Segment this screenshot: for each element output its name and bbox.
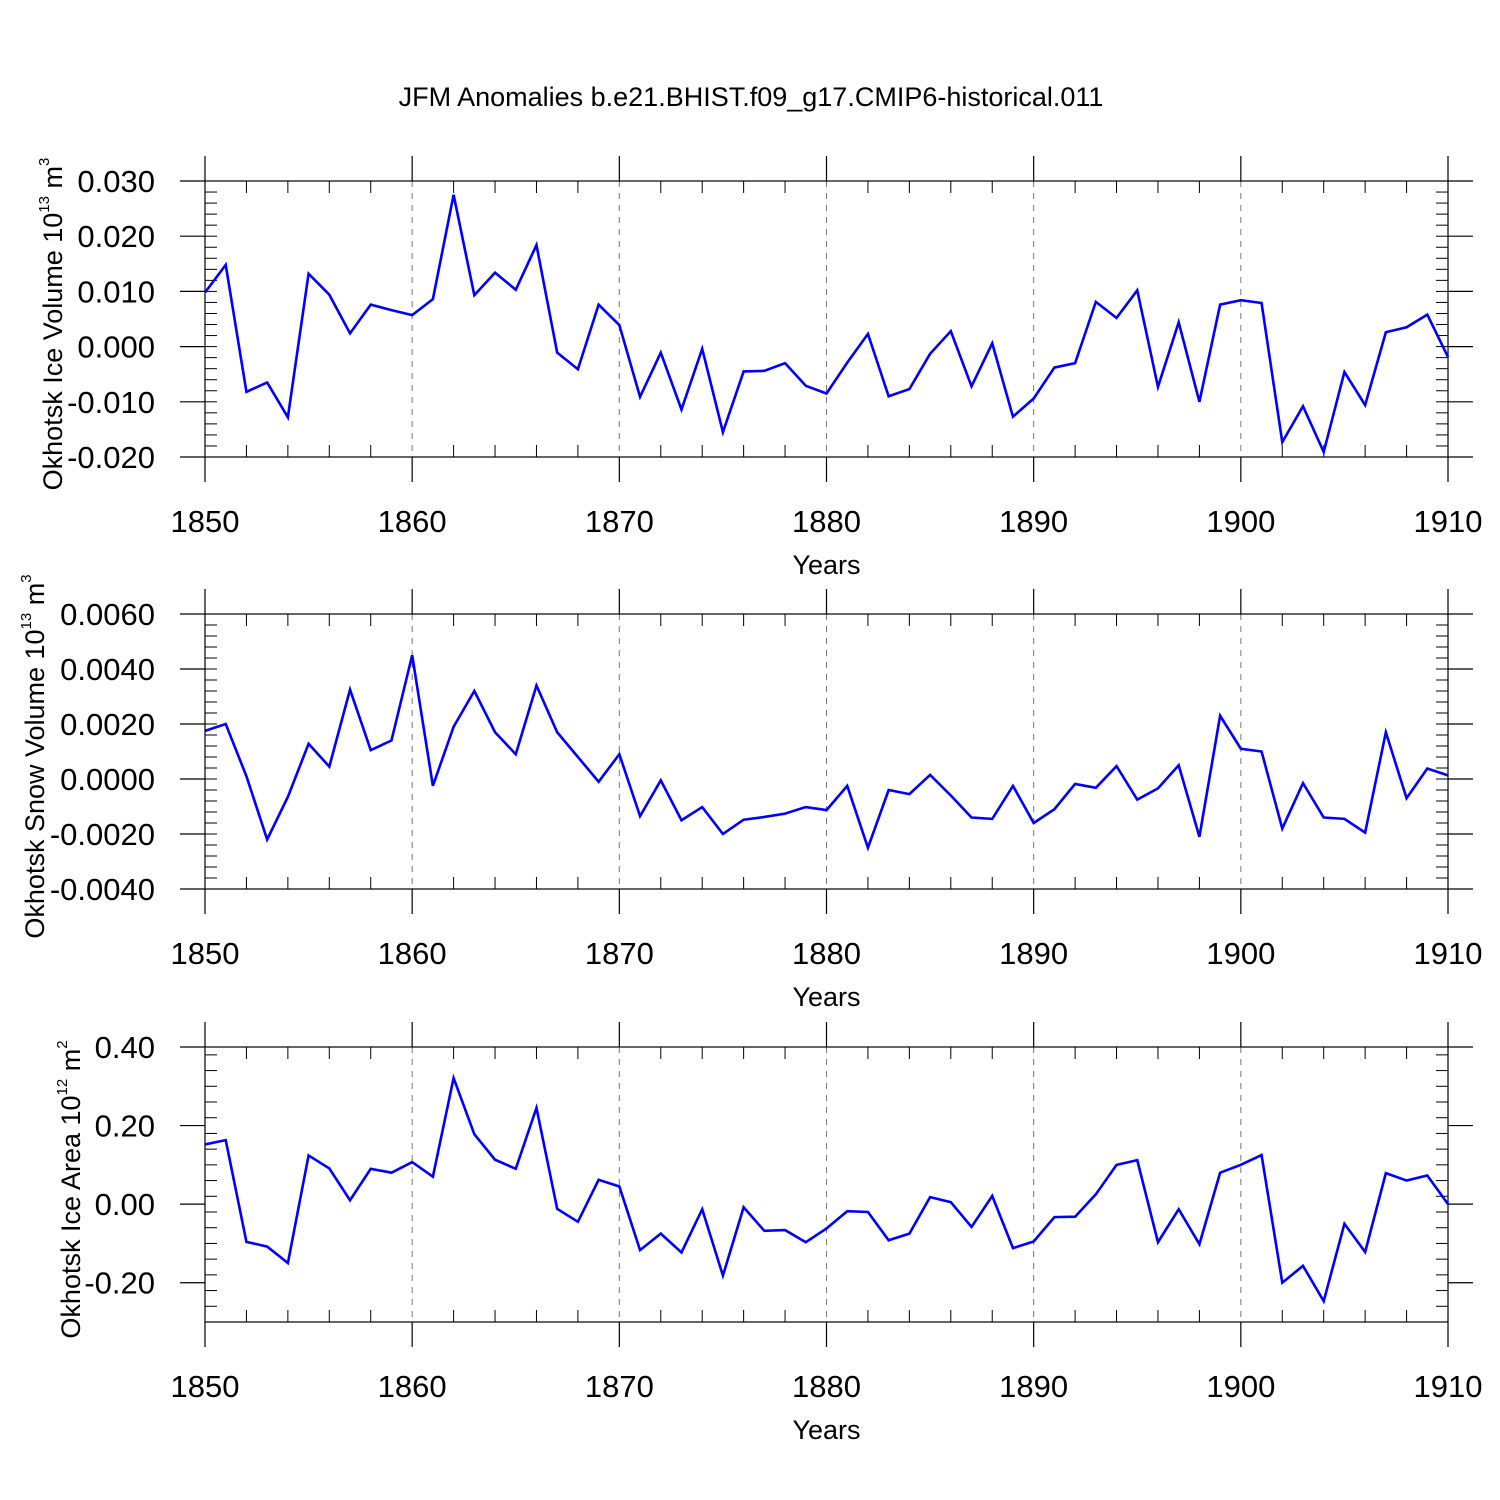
y-tick-label: -0.010 [67,385,155,420]
y-tick-label: -0.020 [67,440,155,475]
y-tick-label: -0.0020 [50,817,155,852]
y-tick-label: 0.20 [95,1109,155,1144]
x-tick-label: 1880 [792,1369,861,1404]
x-tick-label: 1880 [792,504,861,539]
figure-title: JFM Anomalies b.e21.BHIST.f09_g17.CMIP6-… [399,82,1104,112]
y-tick-label: -0.20 [84,1266,155,1301]
x-tick-label: 1860 [378,1369,447,1404]
y-axis-title: Okhotsk Ice Volume 1013 m3 [36,158,68,491]
panel-2: -0.0040 -0.0020 0.0000 0.0020 0.0040 0.0060 18… [18,574,1482,1012]
x-tick-label: 1860 [378,936,447,971]
x-tick-label: 1870 [585,1369,654,1404]
y-tick-label: -0.0040 [50,872,155,907]
x-tick-label: 1910 [1414,1369,1483,1404]
y-axis-title: Okhotsk Ice Area 1012 m2 [54,1040,86,1338]
x-axis-title: Years [792,1415,860,1445]
x-tick-label: 1890 [999,504,1068,539]
y-axis-title: Okhotsk Snow Volume 1013 m3 [18,574,50,938]
y-tick-label: 0.000 [77,330,155,365]
x-axis-title: Years [792,550,860,580]
x-tick-label: 1850 [171,504,240,539]
y-tick-label: 0.020 [77,219,155,254]
y-tick-label: 0.0060 [60,597,155,632]
y-tick-label: 0.40 [95,1030,155,1065]
series-line [204,1073,1450,1305]
y-tick-label: 0.0020 [60,707,155,742]
x-tick-label: 1870 [585,936,654,971]
x-tick-label: 1850 [171,936,240,971]
y-tick-label: 0.0000 [60,762,155,797]
x-tick-label: 1900 [1206,936,1275,971]
x-tick-label: 1870 [585,504,654,539]
x-tick-label: 1900 [1206,1369,1275,1404]
panel-1: -0.020 -0.010 0.000 0.010 0.020 0.030 1850 1860… [36,156,1482,580]
panel-3: -0.20 0.00 0.20 0.40 1850 1860 1870 1880 1890 190… [54,1022,1482,1445]
x-tick-label: 1860 [378,504,447,539]
y-tick-label: 0.00 [95,1187,155,1222]
y-tick-label: 0.030 [77,164,155,199]
x-tick-label: 1910 [1414,504,1483,539]
y-tick-label: 0.0040 [60,652,155,687]
x-tick-label: 1890 [999,1369,1068,1404]
x-tick-label: 1900 [1206,504,1275,539]
x-tick-label: 1850 [171,1369,240,1404]
y-tick-label: 0.010 [77,274,155,309]
series-line [203,194,1450,456]
x-tick-label: 1880 [792,936,861,971]
series-line [204,654,1449,852]
x-tick-label: 1890 [999,936,1068,971]
x-tick-label: 1910 [1414,936,1483,971]
x-axis-title: Years [792,982,860,1012]
